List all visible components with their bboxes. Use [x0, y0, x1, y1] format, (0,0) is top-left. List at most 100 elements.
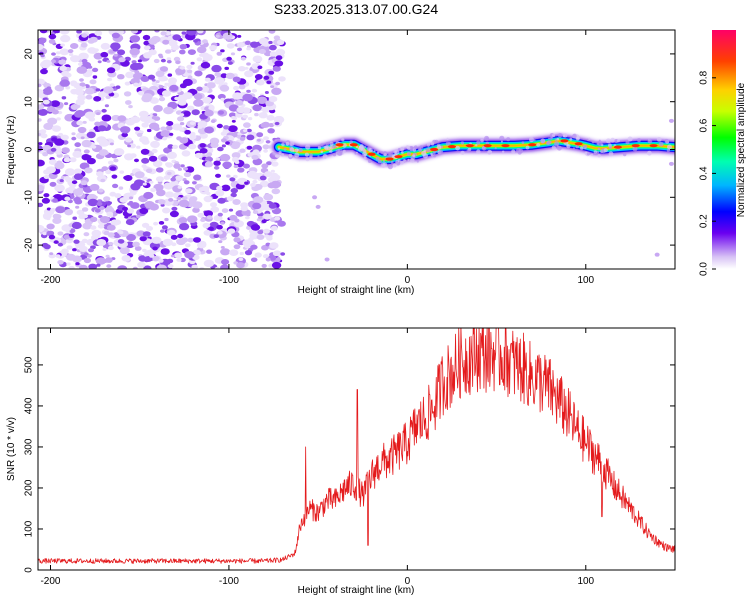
noise-speck — [216, 51, 223, 56]
noise-speck — [38, 43, 44, 51]
noise-speck — [167, 229, 176, 236]
noise-speck — [179, 65, 186, 70]
trace-halo — [375, 156, 380, 161]
noise-speck — [246, 89, 251, 93]
noise-speck — [239, 136, 246, 141]
top-x-axis: -200 -100 0 100 — [40, 30, 595, 286]
noise-speck — [140, 75, 150, 82]
noise-speck — [166, 171, 172, 176]
noise-speck — [236, 106, 246, 114]
trace-halo — [430, 152, 433, 156]
trace-halo — [317, 155, 320, 158]
noise-speck — [206, 249, 213, 254]
noise-speck — [78, 52, 89, 60]
noise-speck — [148, 155, 158, 162]
noise-speck — [172, 144, 179, 149]
noise-speck — [252, 104, 262, 112]
trace-halo — [476, 140, 481, 145]
snr-line — [38, 328, 675, 564]
noise-speck — [124, 175, 133, 181]
x-tick-label: -100 — [219, 275, 239, 286]
trace-peak — [367, 152, 376, 156]
trace-halo — [329, 149, 333, 153]
trace-halo — [423, 149, 427, 153]
noise-speck — [185, 243, 191, 248]
noise-speck — [220, 49, 225, 53]
noise-speck — [42, 231, 47, 236]
trace-halo — [586, 152, 591, 156]
noise-speck — [237, 167, 245, 173]
noise-speck — [38, 142, 43, 146]
top-y-axis: -20 -10 0 10 20 — [24, 48, 675, 252]
noise-speck — [179, 49, 186, 55]
trace-peak — [574, 142, 583, 146]
noise-speck — [137, 59, 142, 63]
noise-speck — [63, 176, 71, 181]
noise-speck — [48, 234, 56, 240]
noise-speck — [153, 105, 163, 112]
noise-speck — [98, 91, 107, 98]
noise-speck — [93, 195, 98, 199]
noise-speck — [57, 260, 64, 265]
noise-speck — [163, 147, 172, 154]
noise-speck — [192, 207, 200, 213]
noise-speck — [186, 69, 193, 74]
trace-halo — [664, 138, 669, 143]
colorbar: 0.0 0.2 0.4 0.6 0.8 Normalized spectral ampl… — [699, 30, 747, 276]
trace-halo — [485, 137, 489, 141]
noise-speck — [196, 46, 207, 54]
noise-speck — [50, 59, 57, 64]
noise-speck — [143, 52, 152, 59]
noise-speck — [129, 35, 141, 43]
trace-halo — [436, 144, 442, 150]
trace-halo — [616, 139, 620, 143]
trace-halo — [432, 152, 436, 155]
top-y-axis-label: Frequency (Hz) — [6, 116, 17, 185]
trace-halo — [540, 138, 546, 144]
noise-speck — [163, 175, 171, 180]
noise-speck — [235, 100, 244, 106]
noise-speck — [256, 138, 261, 142]
noise-speck — [180, 164, 185, 168]
trace-halo — [376, 151, 380, 154]
colorbar-tick-label: 0.0 — [699, 262, 710, 276]
noise-speck — [111, 32, 120, 39]
noise-speck — [248, 237, 254, 242]
noise-speck — [151, 236, 162, 244]
noise-speck — [118, 57, 126, 63]
noise-speck — [120, 126, 131, 134]
noise-speck — [271, 261, 282, 269]
noise-speck — [254, 252, 262, 258]
noise-speck — [261, 163, 269, 169]
noise-speck — [82, 222, 93, 230]
noise-speck — [179, 137, 189, 144]
trace-peak — [528, 143, 537, 147]
trace-peak — [349, 143, 358, 147]
noise-speck — [80, 42, 88, 48]
noise-speck — [83, 232, 90, 237]
noise-speck — [169, 210, 179, 218]
noise-speck — [218, 110, 224, 115]
noise-speck — [59, 65, 67, 72]
noise-speck — [167, 144, 174, 149]
trace-halo — [499, 135, 505, 141]
noise-speck — [163, 182, 172, 189]
noise-speck — [127, 144, 132, 148]
noise-speck — [40, 54, 45, 58]
noise-speck — [105, 257, 113, 263]
noise-speck — [106, 211, 114, 217]
noise-speck — [206, 152, 213, 157]
noise-speck — [130, 62, 141, 71]
noise-speck — [63, 157, 71, 163]
noise-speck — [74, 142, 81, 148]
noise-speck — [258, 112, 268, 119]
noise-speck — [178, 127, 185, 132]
trace-halo — [667, 144, 672, 150]
noise-speck — [124, 137, 133, 143]
noise-speck — [94, 208, 101, 213]
noise-speck — [183, 180, 190, 185]
trace-halo — [605, 138, 611, 144]
noise-speck — [98, 149, 109, 156]
noise-speck — [177, 167, 182, 171]
noise-speck — [222, 32, 233, 40]
